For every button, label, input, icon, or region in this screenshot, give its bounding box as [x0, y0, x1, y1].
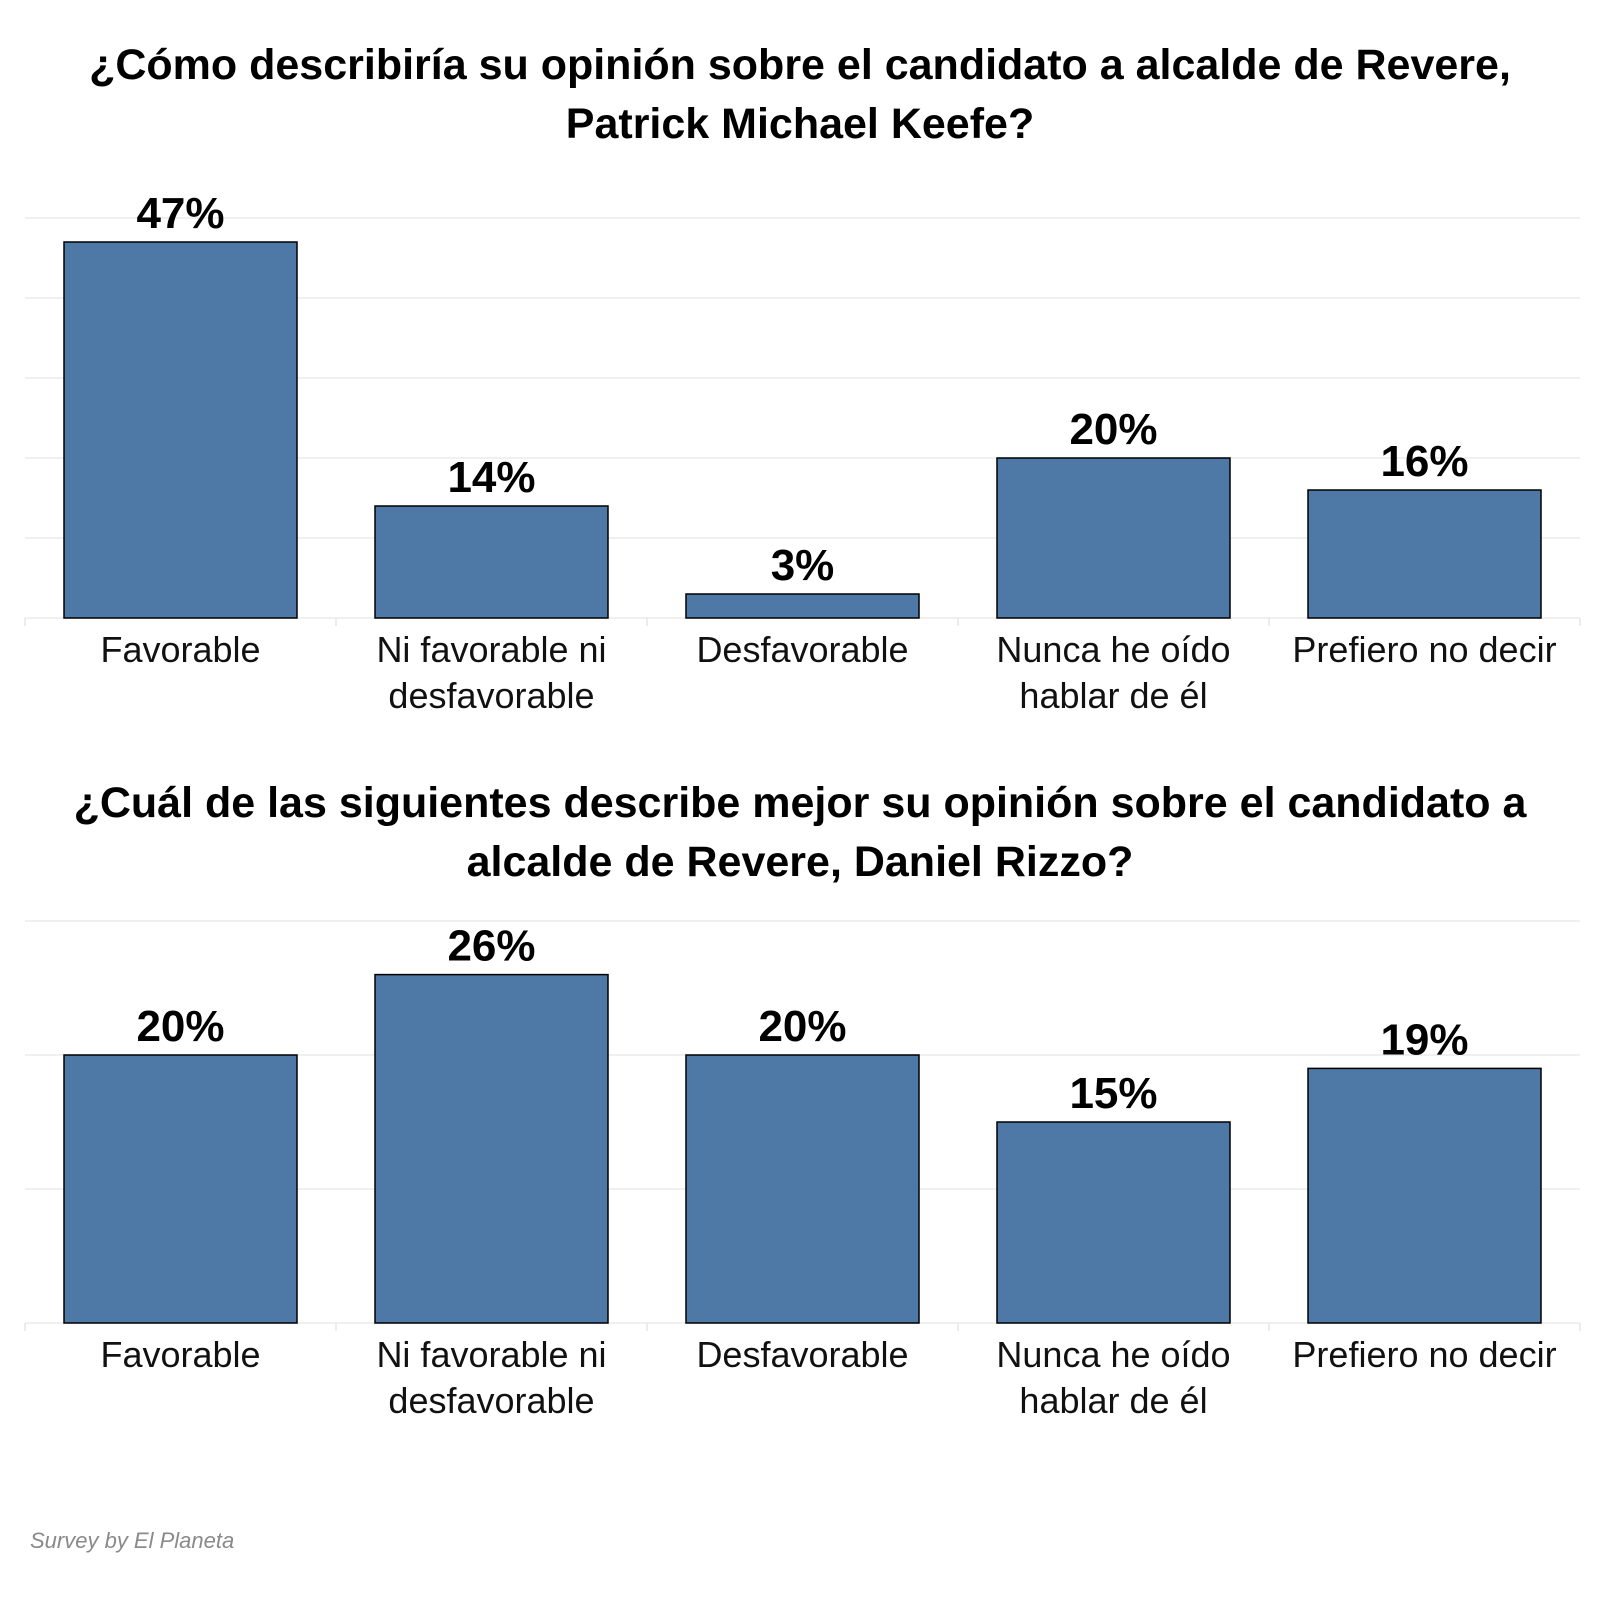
chart-1-title: ¿Cómo describiría su opinión sobre el ca…: [89, 41, 1511, 148]
category-label-2: desfavorable: [388, 675, 594, 716]
category-label-4: Nunca he oído: [996, 1334, 1230, 1375]
bar-2: [374, 973, 609, 1324]
source-footer: Survey by El Planeta: [30, 1528, 235, 1553]
bar-5: [1307, 1067, 1542, 1324]
value-label-3: 20%: [758, 1002, 846, 1051]
bar-4: [996, 457, 1231, 619]
bar-3: [685, 1054, 920, 1324]
category-label-4: hablar de él: [1019, 1380, 1207, 1421]
bar-4: [996, 1121, 1231, 1324]
chart-2-title: ¿Cuál de las siguientes describe mejor s…: [73, 779, 1527, 886]
chart-1-plot: 47% Favorable 14% Ni favorable ni desfavorab…: [24, 189, 1581, 716]
category-label-3: Desfavorable: [696, 629, 908, 670]
category-label-3: Desfavorable: [696, 1334, 908, 1375]
category-label-4: Nunca he oído: [996, 629, 1230, 670]
category-label-1: Favorable: [100, 629, 260, 670]
category-label-2: Ni favorable ni: [376, 629, 606, 670]
value-label-1: 47%: [136, 189, 224, 238]
value-label-4: 20%: [1069, 405, 1157, 454]
bar-3: [685, 593, 920, 619]
value-label-2: 26%: [447, 922, 535, 971]
category-label-2: Ni favorable ni: [376, 1334, 606, 1375]
value-label-3: 3%: [771, 541, 835, 590]
category-label-4: hablar de él: [1019, 675, 1207, 716]
value-label-1: 20%: [136, 1002, 224, 1051]
value-label-5: 16%: [1380, 437, 1468, 486]
chart-2-plot: 20% Favorable 26% Ni favorable ni desfavorab…: [24, 920, 1581, 1421]
bar-1: [63, 1054, 298, 1324]
value-label-4: 15%: [1069, 1069, 1157, 1118]
category-label-5: Prefiero no decir: [1292, 629, 1556, 670]
bar-2: [374, 505, 609, 619]
value-label-2: 14%: [447, 453, 535, 502]
category-label-2: desfavorable: [388, 1380, 594, 1421]
category-label-5: Prefiero no decir: [1292, 1334, 1556, 1375]
bar-1: [63, 241, 298, 619]
category-label-1: Favorable: [100, 1334, 260, 1375]
value-label-5: 19%: [1380, 1015, 1468, 1064]
bar-5: [1307, 489, 1542, 619]
